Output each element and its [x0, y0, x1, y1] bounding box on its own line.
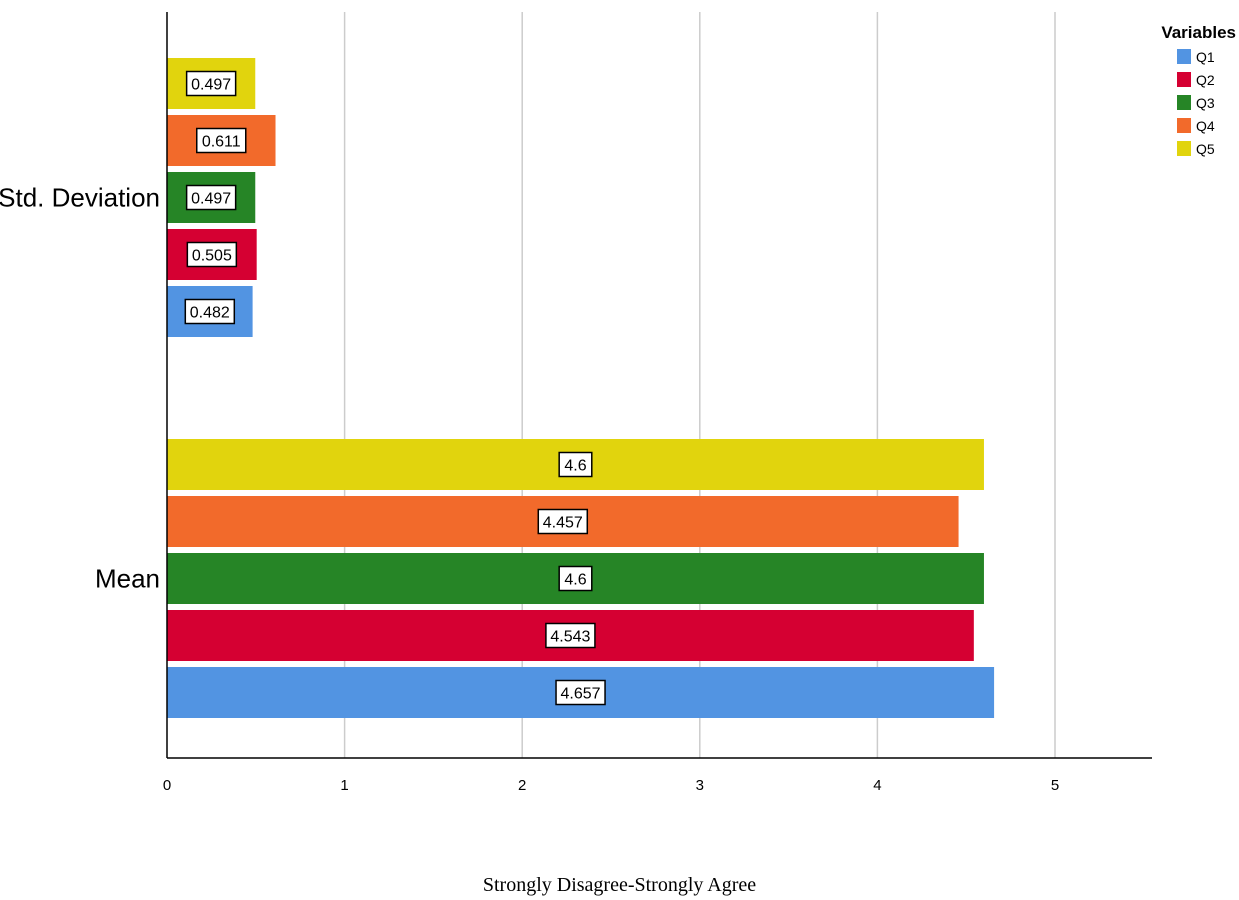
legend-label: Q5	[1196, 141, 1215, 157]
legend-label: Q1	[1196, 49, 1215, 65]
legend-swatch	[1177, 72, 1191, 87]
legend-label: Q3	[1196, 95, 1215, 111]
data-label: 0.505	[186, 241, 238, 268]
data-label-value: 0.505	[192, 248, 232, 265]
legend-swatch	[1177, 95, 1191, 110]
legend-title: Variables	[1161, 23, 1236, 42]
data-label-box	[185, 70, 237, 97]
legend-item-q2: Q2	[1177, 72, 1215, 88]
legend-swatch	[1177, 118, 1191, 133]
data-label: 4.6	[558, 565, 593, 592]
legend: Variables Q1 Q2 Q3 Q4 Q5	[1161, 23, 1236, 157]
category-label: Mean	[95, 564, 160, 594]
data-label-box	[558, 451, 593, 478]
legend-item-q4: Q4	[1177, 118, 1215, 134]
data-label: 4.6	[558, 451, 593, 478]
data-label: 4.543	[545, 622, 596, 649]
legend-label: Q2	[1196, 72, 1215, 88]
data-label-box	[555, 679, 606, 706]
data-label: 0.611	[196, 127, 247, 154]
legend-item-q1: Q1	[1177, 49, 1215, 65]
data-label-value: 0.497	[191, 77, 231, 94]
x-tick-label: 3	[696, 777, 704, 794]
legend-label: Q4	[1196, 118, 1215, 134]
legend-swatch	[1177, 49, 1191, 64]
data-label-box	[558, 565, 593, 592]
data-label-value: 4.657	[561, 686, 601, 703]
data-label-box	[537, 508, 589, 535]
x-tick-label: 2	[518, 777, 526, 794]
x-axis-label: Strongly Disagree-Strongly Agree	[482, 874, 757, 896]
data-label-value: 0.482	[190, 305, 230, 322]
data-label: 4.457	[537, 508, 589, 535]
data-label: 0.482	[184, 298, 236, 325]
legend-swatch	[1177, 141, 1191, 156]
data-labels: 0.482 0.505 0.497 0.611 0.497 4.657 4.543 4.6 4.…	[184, 70, 606, 706]
category-label: Std. Deviation	[0, 183, 160, 213]
data-label: 0.497	[185, 70, 237, 97]
legend-item-q5: Q5	[1177, 141, 1215, 157]
legend-item-q3: Q3	[1177, 95, 1215, 111]
bars	[167, 58, 995, 718]
data-label: 4.657	[555, 679, 606, 706]
data-label: 0.497	[185, 184, 237, 211]
data-label-box	[184, 298, 236, 325]
data-label-box	[185, 184, 237, 211]
x-tick-label: 5	[1051, 777, 1059, 794]
x-tick-labels: 0 1 2 3 4 5	[163, 777, 1059, 794]
data-label-value: 4.6	[564, 572, 586, 589]
data-label-value: 0.497	[191, 191, 231, 208]
data-label-value: 0.611	[202, 134, 241, 151]
data-label-box	[196, 127, 247, 154]
data-label-value: 4.543	[550, 629, 590, 646]
data-label-value: 4.457	[543, 515, 583, 532]
x-tick-label: 0	[163, 777, 171, 794]
data-label-value: 4.6	[564, 458, 586, 475]
axes	[166, 12, 1152, 759]
data-label-box	[545, 622, 596, 649]
category-labels: Std. Deviation Mean	[0, 183, 160, 594]
data-label-box	[186, 241, 238, 268]
x-tick-label: 1	[340, 777, 348, 794]
x-tick-label: 4	[873, 777, 881, 794]
